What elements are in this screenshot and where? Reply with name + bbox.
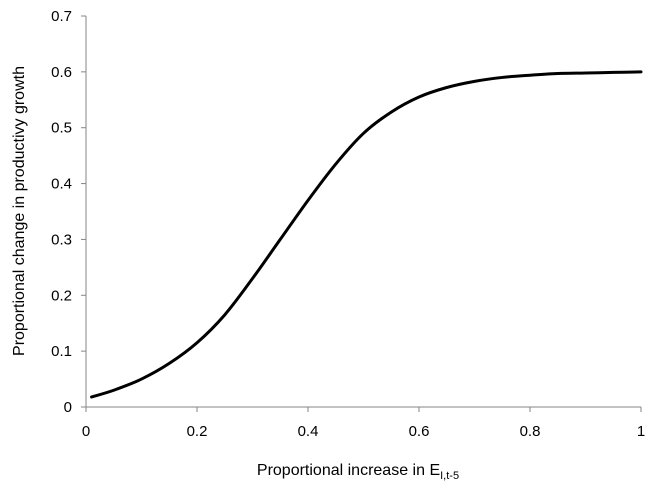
y-tick-label: 0.7 [51, 8, 72, 25]
axes [85, 16, 641, 408]
y-tick-label: 0.5 [51, 120, 72, 137]
y-tick-label: 0 [64, 399, 72, 416]
x-tick-label: 0.2 [187, 423, 208, 440]
tick-labels: 0 0.1 0.2 0.3 0.4 0.5 0.6 0.7 0 0.2 0.4 0.6 0.8 1 [51, 8, 645, 440]
y-tick-label: 0.6 [51, 64, 72, 81]
x-axis-title-subscript: I,t-5 [440, 470, 459, 482]
y-tick-label: 0.3 [51, 231, 72, 248]
y-axis-title: Proportional change in productivy growth [11, 66, 28, 356]
y-tick-label: 0.1 [51, 343, 72, 360]
x-tick-label: 0 [82, 423, 90, 440]
series-line [90, 70, 643, 399]
x-axis-title-main: Proportional increase in E [257, 462, 440, 479]
x-axis-title: Proportional increase in EI,t-5 [257, 462, 459, 482]
x-tick-label: 0.6 [409, 423, 430, 440]
x-tick-label: 0.8 [520, 423, 541, 440]
y-tick-label: 0.4 [51, 176, 72, 193]
x-tick-label: 0.4 [298, 423, 319, 440]
x-tick-label: 1 [637, 423, 645, 440]
ticks [81, 15, 642, 412]
y-tick-label: 0.2 [51, 287, 72, 304]
